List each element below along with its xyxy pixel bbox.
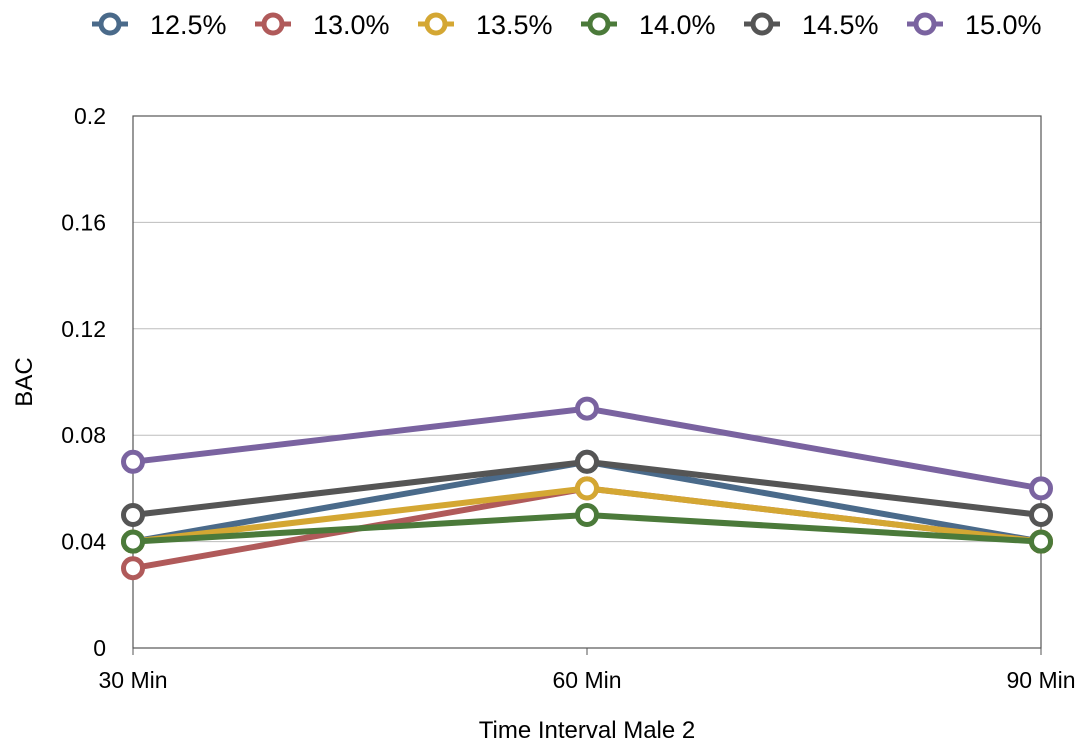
data-point	[121, 529, 145, 554]
data-point	[121, 556, 145, 581]
y-axis-ticks: 0 0.04 0.08 0.12 0.16 0.2	[61, 103, 106, 661]
chart-legend: 12.5% 13.0% 13.5% 14.0% 14.5% 15.0%	[92, 10, 1042, 40]
x-tick-label: 30 Min	[98, 667, 167, 693]
data-point	[575, 503, 599, 527]
y-tick-label: 0.12	[61, 316, 106, 342]
x-tick-label: 60 Min	[552, 667, 621, 693]
legend-item: 13.0%	[255, 10, 390, 40]
legend-label: 13.0%	[313, 10, 390, 40]
data-point	[121, 503, 145, 527]
legend-label: 15.0%	[965, 10, 1042, 40]
x-axis-title: Time Interval Male 2	[479, 717, 696, 744]
legend-marker	[750, 12, 774, 36]
data-point	[575, 396, 599, 421]
legend-item: 15.0%	[907, 10, 1042, 40]
series-14.0%	[121, 503, 1053, 554]
y-tick-label: 0.08	[61, 422, 106, 448]
data-point	[575, 476, 599, 501]
series-15.0%	[121, 396, 1053, 501]
legend-item: 14.0%	[581, 10, 716, 40]
data-point	[1029, 529, 1053, 554]
legend-marker	[261, 12, 285, 36]
y-tick-label: 0	[93, 635, 106, 661]
legend-marker	[587, 12, 611, 36]
plot-area-frame	[132, 115, 1042, 649]
series-14.5%	[121, 449, 1053, 527]
data-point	[1029, 503, 1053, 527]
x-tick-label: 90 Min	[1006, 667, 1075, 693]
y-tick-label: 0.16	[61, 209, 106, 235]
data-point	[1029, 476, 1053, 501]
legend-item: 13.5%	[418, 10, 553, 40]
legend-marker	[913, 12, 937, 36]
y-axis-title: BAC	[11, 357, 38, 406]
x-axis-ticks: 30 Min 60 Min 90 Min	[98, 648, 1076, 693]
legend-label: 14.5%	[802, 10, 879, 40]
legend-label: 12.5%	[150, 10, 227, 40]
legend-label: 13.5%	[476, 10, 553, 40]
y-tick-label: 0.2	[74, 103, 106, 129]
legend-item: 14.5%	[744, 10, 879, 40]
data-point	[121, 449, 145, 474]
data-point	[575, 449, 599, 474]
legend-marker	[424, 12, 448, 36]
legend-label: 14.0%	[639, 10, 716, 40]
series-lines	[121, 396, 1053, 581]
legend-marker	[98, 12, 122, 36]
legend-item: 12.5%	[92, 10, 227, 40]
y-tick-label: 0.04	[61, 529, 106, 555]
